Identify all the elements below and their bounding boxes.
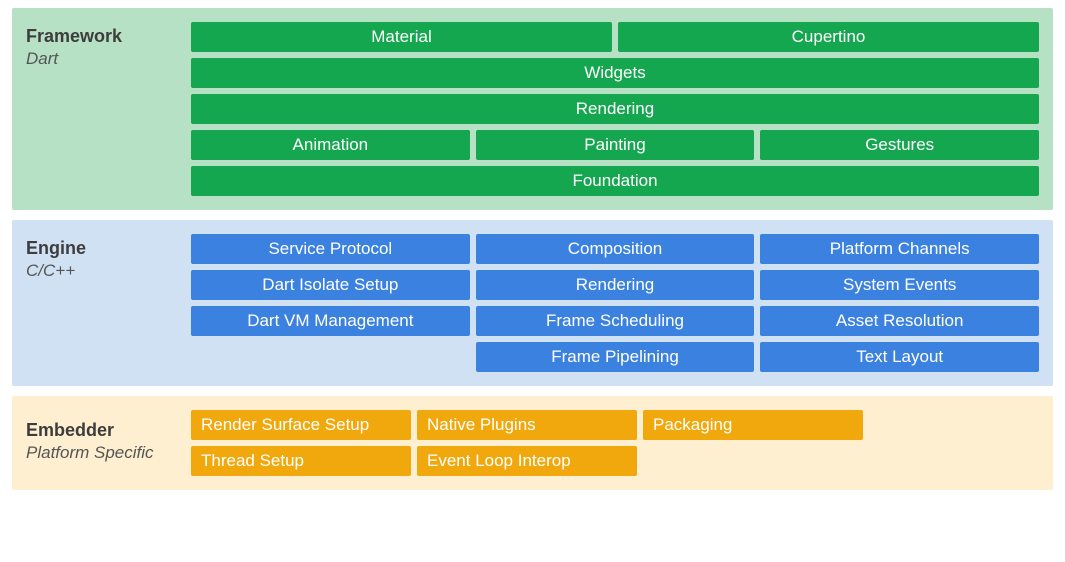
layer-subtitle: Platform Specific <box>26 442 191 464</box>
framework-row-1: Widgets <box>191 58 1039 88</box>
block-widgets: Widgets <box>191 58 1039 88</box>
block-frame-scheduling: Frame Scheduling <box>476 306 755 336</box>
block-platform-channels: Platform Channels <box>760 234 1039 264</box>
block-dart-isolate-setup: Dart Isolate Setup <box>191 270 470 300</box>
layer-title: Embedder <box>26 420 191 442</box>
block-animation: Animation <box>191 130 470 160</box>
block-cupertino: Cupertino <box>618 22 1039 52</box>
block-empty <box>191 342 470 372</box>
layer-embedder: Embedder Platform Specific Render Surfac… <box>12 396 1053 490</box>
engine-row-3: Frame Pipelining Text Layout <box>191 342 1039 372</box>
block-thread-setup: Thread Setup <box>191 446 411 476</box>
block-asset-resolution: Asset Resolution <box>760 306 1039 336</box>
block-rendering-eng: Rendering <box>476 270 755 300</box>
block-service-protocol: Service Protocol <box>191 234 470 264</box>
layer-content-framework: Material Cupertino Widgets Rendering Ani… <box>191 22 1039 196</box>
framework-row-2: Rendering <box>191 94 1039 124</box>
layer-title: Engine <box>26 238 191 260</box>
block-material: Material <box>191 22 612 52</box>
block-text-layout: Text Layout <box>760 342 1039 372</box>
framework-row-3: Animation Painting Gestures <box>191 130 1039 160</box>
block-system-events: System Events <box>760 270 1039 300</box>
block-event-loop-interop: Event Loop Interop <box>417 446 637 476</box>
layer-label-framework: Framework Dart <box>26 22 191 70</box>
engine-row-2: Dart VM Management Frame Scheduling Asse… <box>191 306 1039 336</box>
embedder-row-1: Thread Setup Event Loop Interop <box>191 446 1039 476</box>
embedder-row-0: Render Surface Setup Native Plugins Pack… <box>191 410 1039 440</box>
framework-row-0: Material Cupertino <box>191 22 1039 52</box>
block-painting: Painting <box>476 130 755 160</box>
block-dart-vm-management: Dart VM Management <box>191 306 470 336</box>
engine-row-0: Service Protocol Composition Platform Ch… <box>191 234 1039 264</box>
layer-title: Framework <box>26 26 191 48</box>
block-frame-pipelining: Frame Pipelining <box>476 342 755 372</box>
layer-content-embedder: Render Surface Setup Native Plugins Pack… <box>191 410 1039 476</box>
block-packaging: Packaging <box>643 410 863 440</box>
block-composition: Composition <box>476 234 755 264</box>
block-gestures: Gestures <box>760 130 1039 160</box>
layer-content-engine: Service Protocol Composition Platform Ch… <box>191 234 1039 372</box>
layer-framework: Framework Dart Material Cupertino Widget… <box>12 8 1053 210</box>
layer-label-embedder: Embedder Platform Specific <box>26 410 191 464</box>
block-render-surface-setup: Render Surface Setup <box>191 410 411 440</box>
block-rendering-fw: Rendering <box>191 94 1039 124</box>
engine-row-1: Dart Isolate Setup Rendering System Even… <box>191 270 1039 300</box>
framework-row-4: Foundation <box>191 166 1039 196</box>
layer-label-engine: Engine C/C++ <box>26 234 191 282</box>
layer-engine: Engine C/C++ Service Protocol Compositio… <box>12 220 1053 386</box>
block-native-plugins: Native Plugins <box>417 410 637 440</box>
block-foundation: Foundation <box>191 166 1039 196</box>
layer-subtitle: Dart <box>26 48 191 70</box>
layer-subtitle: C/C++ <box>26 260 191 282</box>
